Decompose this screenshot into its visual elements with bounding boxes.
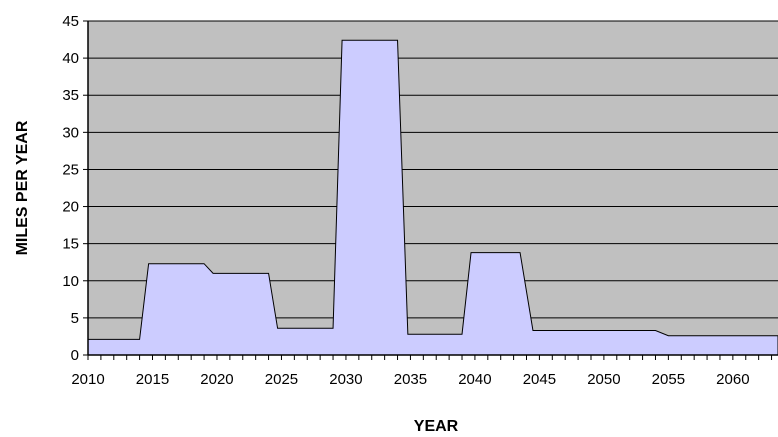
y-tick-label: 0	[71, 347, 79, 364]
x-tick-label: 2025	[265, 371, 298, 388]
x-tick-label: 2045	[523, 371, 556, 388]
y-tick-label: 40	[62, 50, 79, 67]
x-tick-label: 2030	[329, 371, 362, 388]
x-tick-label: 2050	[587, 371, 620, 388]
y-tick-label: 30	[62, 124, 79, 141]
x-tick-labels: 2010 2015 2020 2025 2030 2035 2040 2045 2050 2055…	[71, 355, 773, 388]
x-tick-label: 2060	[716, 371, 749, 388]
y-tick-label: 45	[62, 13, 79, 30]
x-tick-label: 2020	[200, 371, 233, 388]
y-axis-label: MILES PER YEAR	[14, 120, 31, 255]
y-tick-label: 20	[62, 199, 79, 216]
y-tick-label: 35	[62, 87, 79, 104]
x-tick-label: 2055	[652, 371, 685, 388]
x-tick-label: 2040	[458, 371, 491, 388]
y-tick-label: 10	[62, 273, 79, 290]
x-tick-label: 2035	[394, 371, 427, 388]
x-axis-label: YEAR	[414, 418, 459, 435]
x-tick-label: 2015	[136, 371, 169, 388]
y-tick-label: 15	[62, 236, 79, 253]
y-tick-label: 25	[62, 161, 79, 178]
y-tick-labels: 0 5 10 15 20 25 30 35 40 45	[62, 13, 88, 364]
series-area	[87, 39, 778, 356]
x-tick-label: 2010	[71, 371, 104, 388]
y-tick-label: 5	[71, 310, 79, 327]
